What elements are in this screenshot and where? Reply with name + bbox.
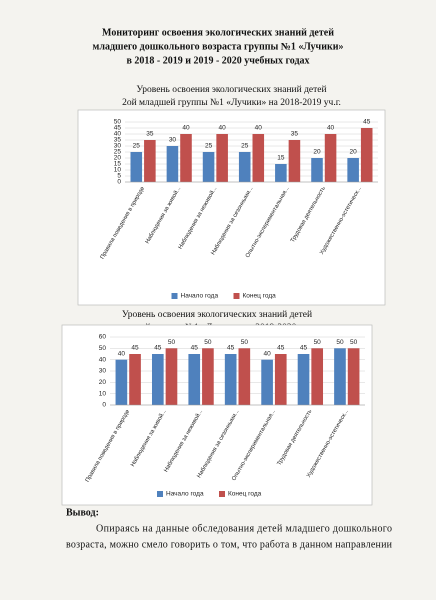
bar (129, 354, 141, 405)
data-label: 25 (241, 143, 249, 150)
data-label: 25 (133, 143, 141, 150)
bar (165, 348, 178, 405)
legend-label: Начало года (181, 293, 219, 300)
data-label: 45 (277, 345, 285, 352)
bar (216, 134, 228, 182)
data-label: 30 (169, 137, 177, 144)
bar (274, 354, 287, 405)
bar (115, 359, 128, 405)
doc-title: младшего дошкольного возраста группы №1 … (93, 41, 344, 52)
bar (347, 158, 359, 182)
legend-swatch (157, 491, 163, 497)
y-tick-label: 0 (102, 402, 106, 409)
data-label: 45 (154, 345, 162, 352)
y-tick-label: 15 (114, 161, 122, 168)
data-label: 50 (350, 339, 358, 346)
bar (202, 152, 215, 182)
data-label: 25 (205, 143, 213, 150)
data-label: 40 (327, 125, 335, 132)
bar (130, 152, 143, 182)
y-tick-label: 50 (99, 345, 107, 352)
legend-label: Начало года (166, 491, 204, 498)
y-tick-label: 35 (114, 137, 122, 144)
bar (347, 348, 360, 405)
y-tick-label: 45 (114, 125, 122, 132)
bar (238, 152, 251, 182)
data-label: 50 (336, 339, 344, 346)
conclusion-text: Опираясь на данные обследования детей мл… (96, 523, 392, 534)
data-label: 50 (314, 339, 322, 346)
chart-title: 2ой младшей группы №1 «Лучики» на 2018-2… (122, 97, 341, 108)
data-label: 40 (255, 125, 263, 132)
y-tick-label: 10 (114, 167, 122, 174)
data-label: 40 (219, 125, 227, 132)
y-tick-label: 20 (99, 379, 107, 386)
data-label: 45 (363, 119, 371, 126)
y-tick-label: 30 (99, 368, 107, 375)
data-label: 20 (350, 149, 358, 156)
bar (261, 359, 273, 405)
bar (166, 146, 179, 182)
y-tick-label: 20 (114, 155, 122, 162)
bar (334, 348, 346, 405)
y-tick-label: 50 (114, 119, 122, 126)
data-label: 35 (146, 131, 154, 138)
bar (311, 348, 324, 405)
bar (151, 354, 164, 405)
data-label: 40 (263, 350, 271, 357)
y-tick-label: 40 (114, 131, 122, 138)
legend-swatch (233, 293, 240, 299)
bar (360, 128, 373, 182)
bar (180, 134, 192, 182)
y-tick-label: 40 (99, 356, 107, 363)
doc-title: Мониторинг освоения экологических знаний… (102, 27, 334, 38)
doc-title: в 2018 - 2019 и 2019 - 2020 учебных года… (126, 55, 309, 66)
y-tick-label: 0 (117, 179, 121, 186)
legend-label: Конец года (228, 491, 262, 498)
legend-swatch (171, 293, 178, 299)
data-label: 20 (313, 149, 321, 156)
y-tick-label: 25 (114, 149, 122, 156)
chart-frame (61, 324, 373, 506)
bar (238, 348, 251, 405)
bar (288, 140, 301, 182)
y-tick-label: 10 (99, 390, 107, 397)
legend-label: Конец года (243, 293, 277, 300)
data-label: 40 (182, 125, 190, 132)
bar (324, 134, 337, 182)
bar (311, 158, 323, 182)
y-tick-label: 5 (117, 173, 121, 180)
data-label: 45 (131, 345, 139, 352)
data-label: 45 (191, 345, 199, 352)
bar (252, 134, 265, 182)
legend-swatch (219, 491, 225, 497)
data-label: 40 (118, 350, 126, 357)
data-label: 50 (241, 339, 249, 346)
y-tick-label: 60 (99, 334, 107, 341)
chart-title: Уровень освоения экологических знаний де… (136, 84, 326, 95)
bar (297, 354, 310, 405)
data-label: 50 (168, 339, 176, 346)
bar (202, 348, 214, 405)
chart-frame (77, 109, 386, 306)
bar (224, 354, 237, 405)
data-label: 45 (227, 345, 235, 352)
bar (144, 140, 156, 182)
conclusion-text: возраста, можно смело говорить о том, чт… (66, 539, 393, 550)
data-label: 45 (300, 345, 308, 352)
data-label: 15 (277, 155, 285, 162)
conclusion-heading: Вывод: (66, 507, 99, 518)
data-label: 50 (204, 339, 212, 346)
bar (188, 354, 201, 405)
chart-title: Уровень освоения экологических знаний де… (122, 309, 312, 320)
data-label: 35 (291, 131, 299, 138)
bar (275, 164, 287, 182)
y-tick-label: 30 (114, 143, 122, 150)
